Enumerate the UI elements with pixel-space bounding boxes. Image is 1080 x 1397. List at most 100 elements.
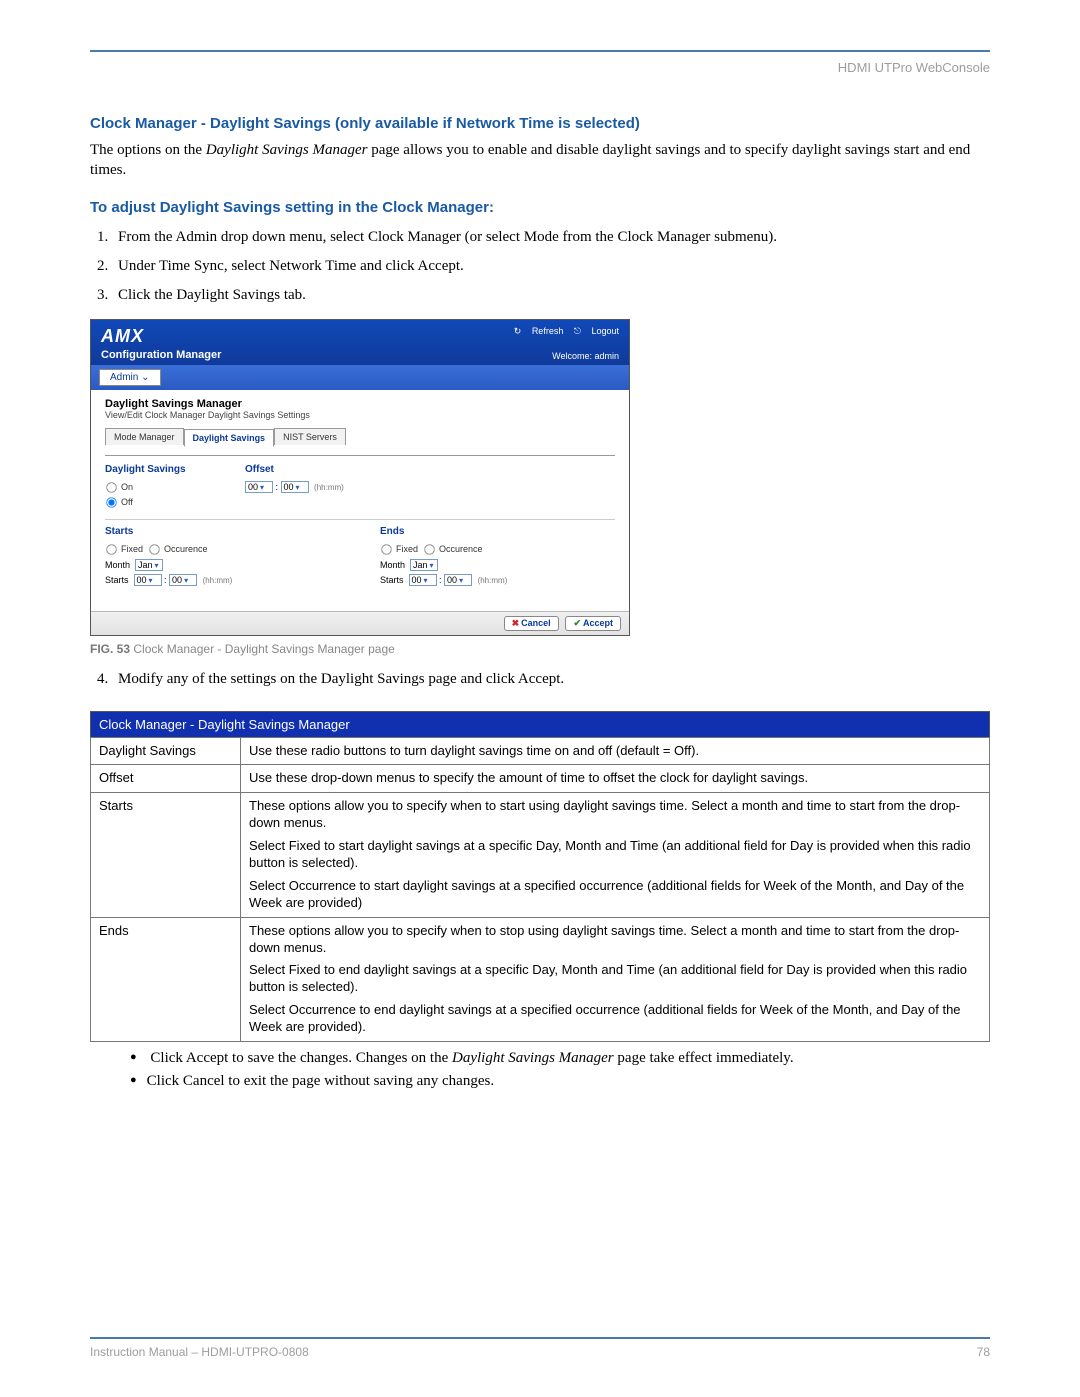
ends-radios: Fixed Occurence	[380, 543, 615, 556]
cell-k-0: Daylight Savings	[91, 737, 241, 765]
ends-month-val: Jan	[413, 560, 428, 570]
accept-button[interactable]: ✔Accept	[565, 616, 621, 631]
steps-list-cont: Modify any of the settings on the Daylig…	[112, 666, 990, 693]
ends-min-select[interactable]: 00▾	[444, 574, 472, 586]
starts-fixed-label: Fixed	[121, 543, 143, 553]
figure-caption: FIG. 53 Clock Manager - Daylight Savings…	[90, 642, 990, 656]
cancel-button[interactable]: ✖Cancel	[504, 616, 559, 631]
logout-link[interactable]: ⎋ Logout	[574, 326, 619, 336]
starts-min-select[interactable]: 00▾	[169, 574, 197, 586]
closing-bullets: Click Accept to save the changes. Change…	[130, 1050, 990, 1090]
starts-hour-select[interactable]: 00▾	[134, 574, 162, 586]
cell-k-2: Starts	[91, 793, 241, 917]
bullet-accept: Click Accept to save the changes. Change…	[130, 1050, 990, 1067]
ends-fixed-radio[interactable]	[381, 544, 391, 554]
radio-on[interactable]: On	[105, 481, 205, 494]
fig-no: FIG. 53	[90, 642, 130, 656]
cell-v-1-0: Use these drop-down menus to specify the…	[249, 770, 981, 787]
cell-k-3: Ends	[91, 917, 241, 1041]
radio-off[interactable]: Off	[105, 496, 205, 509]
admin-dropdown[interactable]: Admin ⌄	[99, 369, 161, 386]
ends-fixed-label: Fixed	[396, 543, 418, 553]
cell-v-2-1: Select Fixed to start daylight savings a…	[249, 838, 981, 872]
starts-occ-label: Occurence	[164, 543, 208, 553]
ends-occ-label: Occurence	[439, 543, 483, 553]
step-4: Modify any of the settings on the Daylig…	[112, 666, 990, 693]
ends-month-label: Month	[380, 560, 405, 570]
cell-v-2-0: These options allow you to specify when …	[249, 798, 981, 832]
page-footer: Instruction Manual – HDMI-UTPRO-0808 78	[90, 1337, 990, 1359]
ss-tabs: Mode ManagerDaylight SavingsNIST Servers	[105, 428, 615, 446]
bullet-cancel: Click Cancel to exit the page without sa…	[130, 1073, 990, 1090]
welcome-text: Welcome: admin	[552, 351, 619, 361]
cell-v-3-1: Select Fixed to end daylight savings at …	[249, 962, 981, 996]
description-table: Clock Manager - Daylight Savings Manager…	[90, 711, 990, 1042]
step-1: From the Admin drop down menu, select Cl…	[112, 224, 990, 251]
step-2: Under Time Sync, select Network Time and…	[112, 253, 990, 280]
starts-h-val: 00	[137, 575, 147, 585]
top-rule	[90, 50, 990, 52]
step-3: Click the Daylight Savings tab.	[112, 282, 990, 309]
tab-mode-manager[interactable]: Mode Manager	[105, 428, 184, 445]
section-heading-2: To adjust Daylight Savings setting in th…	[90, 199, 990, 216]
refresh-link[interactable]: ↻ Refresh	[514, 326, 564, 336]
table-row: Offset Use these drop-down menus to spec…	[91, 765, 990, 793]
refresh-label: Refresh	[532, 326, 564, 336]
cell-v-2: These options allow you to specify when …	[241, 793, 990, 917]
tab-daylight-savings[interactable]: Daylight Savings	[184, 429, 275, 447]
cell-v-3: These options allow you to specify when …	[241, 917, 990, 1041]
ds-manager-title: Daylight Savings Manager	[105, 398, 615, 410]
starts-radios: Fixed Occurence	[105, 543, 340, 556]
cell-v-0-0: Use these radio buttons to turn daylight…	[249, 743, 981, 760]
table-row: Starts These options allow you to specif…	[91, 793, 990, 917]
table-header: Clock Manager - Daylight Savings Manager	[91, 711, 990, 737]
ends-hour-select[interactable]: 00▾	[409, 574, 437, 586]
cell-v-3-0: These options allow you to specify when …	[249, 923, 981, 957]
screenshot-figure: ↻ Refresh ⎋ Logout AMX Configuration Man…	[90, 319, 630, 636]
cell-k-1: Offset	[91, 765, 241, 793]
bullet-a-2: page take effect immediately.	[614, 1050, 794, 1066]
logout-label: Logout	[591, 326, 619, 336]
section-heading-1: Clock Manager - Daylight Savings (only a…	[90, 115, 990, 132]
cell-v-1: Use these drop-down menus to specify the…	[241, 765, 990, 793]
hhmm-hint: (hh:mm)	[314, 483, 344, 492]
ds-label: Daylight Savings	[105, 464, 205, 475]
starts-month-select[interactable]: Jan▾	[135, 559, 163, 571]
table-row: Ends These options allow you to specify …	[91, 917, 990, 1041]
starts-month-val: Jan	[138, 560, 153, 570]
steps-list: From the Admin drop down menu, select Cl…	[112, 224, 990, 309]
cancel-label: Cancel	[521, 618, 551, 628]
intro-paragraph: The options on the Daylight Savings Mana…	[90, 140, 990, 181]
offset-hour-select[interactable]: 00▾	[245, 481, 273, 493]
tab-nist-servers[interactable]: NIST Servers	[274, 428, 346, 445]
accept-label: Accept	[583, 618, 613, 628]
footer-left: Instruction Manual – HDMI-UTPRO-0808	[90, 1345, 309, 1359]
offset-h-val: 00	[248, 482, 258, 492]
ends-time-label: Starts	[380, 575, 404, 585]
starts-label: Starts	[105, 526, 340, 537]
cell-v-3-2: Select Occurrence to end daylight saving…	[249, 1002, 981, 1036]
ends-hhmm-hint: (hh:mm)	[478, 576, 508, 585]
ends-label: Ends	[380, 526, 615, 537]
ends-m-val: 00	[447, 575, 457, 585]
fig-text: Clock Manager - Daylight Savings Manager…	[133, 642, 394, 656]
intro-ital: Daylight Savings Manager	[206, 142, 368, 158]
bullet-a-ital: Daylight Savings Manager	[452, 1050, 614, 1066]
ends-month-select[interactable]: Jan▾	[410, 559, 438, 571]
ss-body: Daylight Savings Manager View/Edit Clock…	[91, 390, 629, 611]
on-label: On	[121, 481, 133, 491]
starts-hhmm-hint: (hh:mm)	[203, 576, 233, 585]
cell-v-2-2: Select Occurrence to start daylight savi…	[249, 878, 981, 912]
intro-a: The options on the	[90, 142, 206, 158]
starts-occ-radio[interactable]	[149, 544, 159, 554]
bullet-a-1: Click Accept to save the changes. Change…	[150, 1050, 452, 1066]
config-manager-title: Configuration Manager	[101, 349, 619, 361]
ss-menubar: Admin ⌄	[91, 365, 629, 390]
offset-min-select[interactable]: 00▾	[281, 481, 309, 493]
ends-occ-radio[interactable]	[424, 544, 434, 554]
ends-h-val: 00	[412, 575, 422, 585]
table-row: Daylight Savings Use these radio buttons…	[91, 737, 990, 765]
cell-v-0: Use these radio buttons to turn daylight…	[241, 737, 990, 765]
starts-fixed-radio[interactable]	[106, 544, 116, 554]
ds-manager-sub: View/Edit Clock Manager Daylight Savings…	[105, 410, 615, 420]
